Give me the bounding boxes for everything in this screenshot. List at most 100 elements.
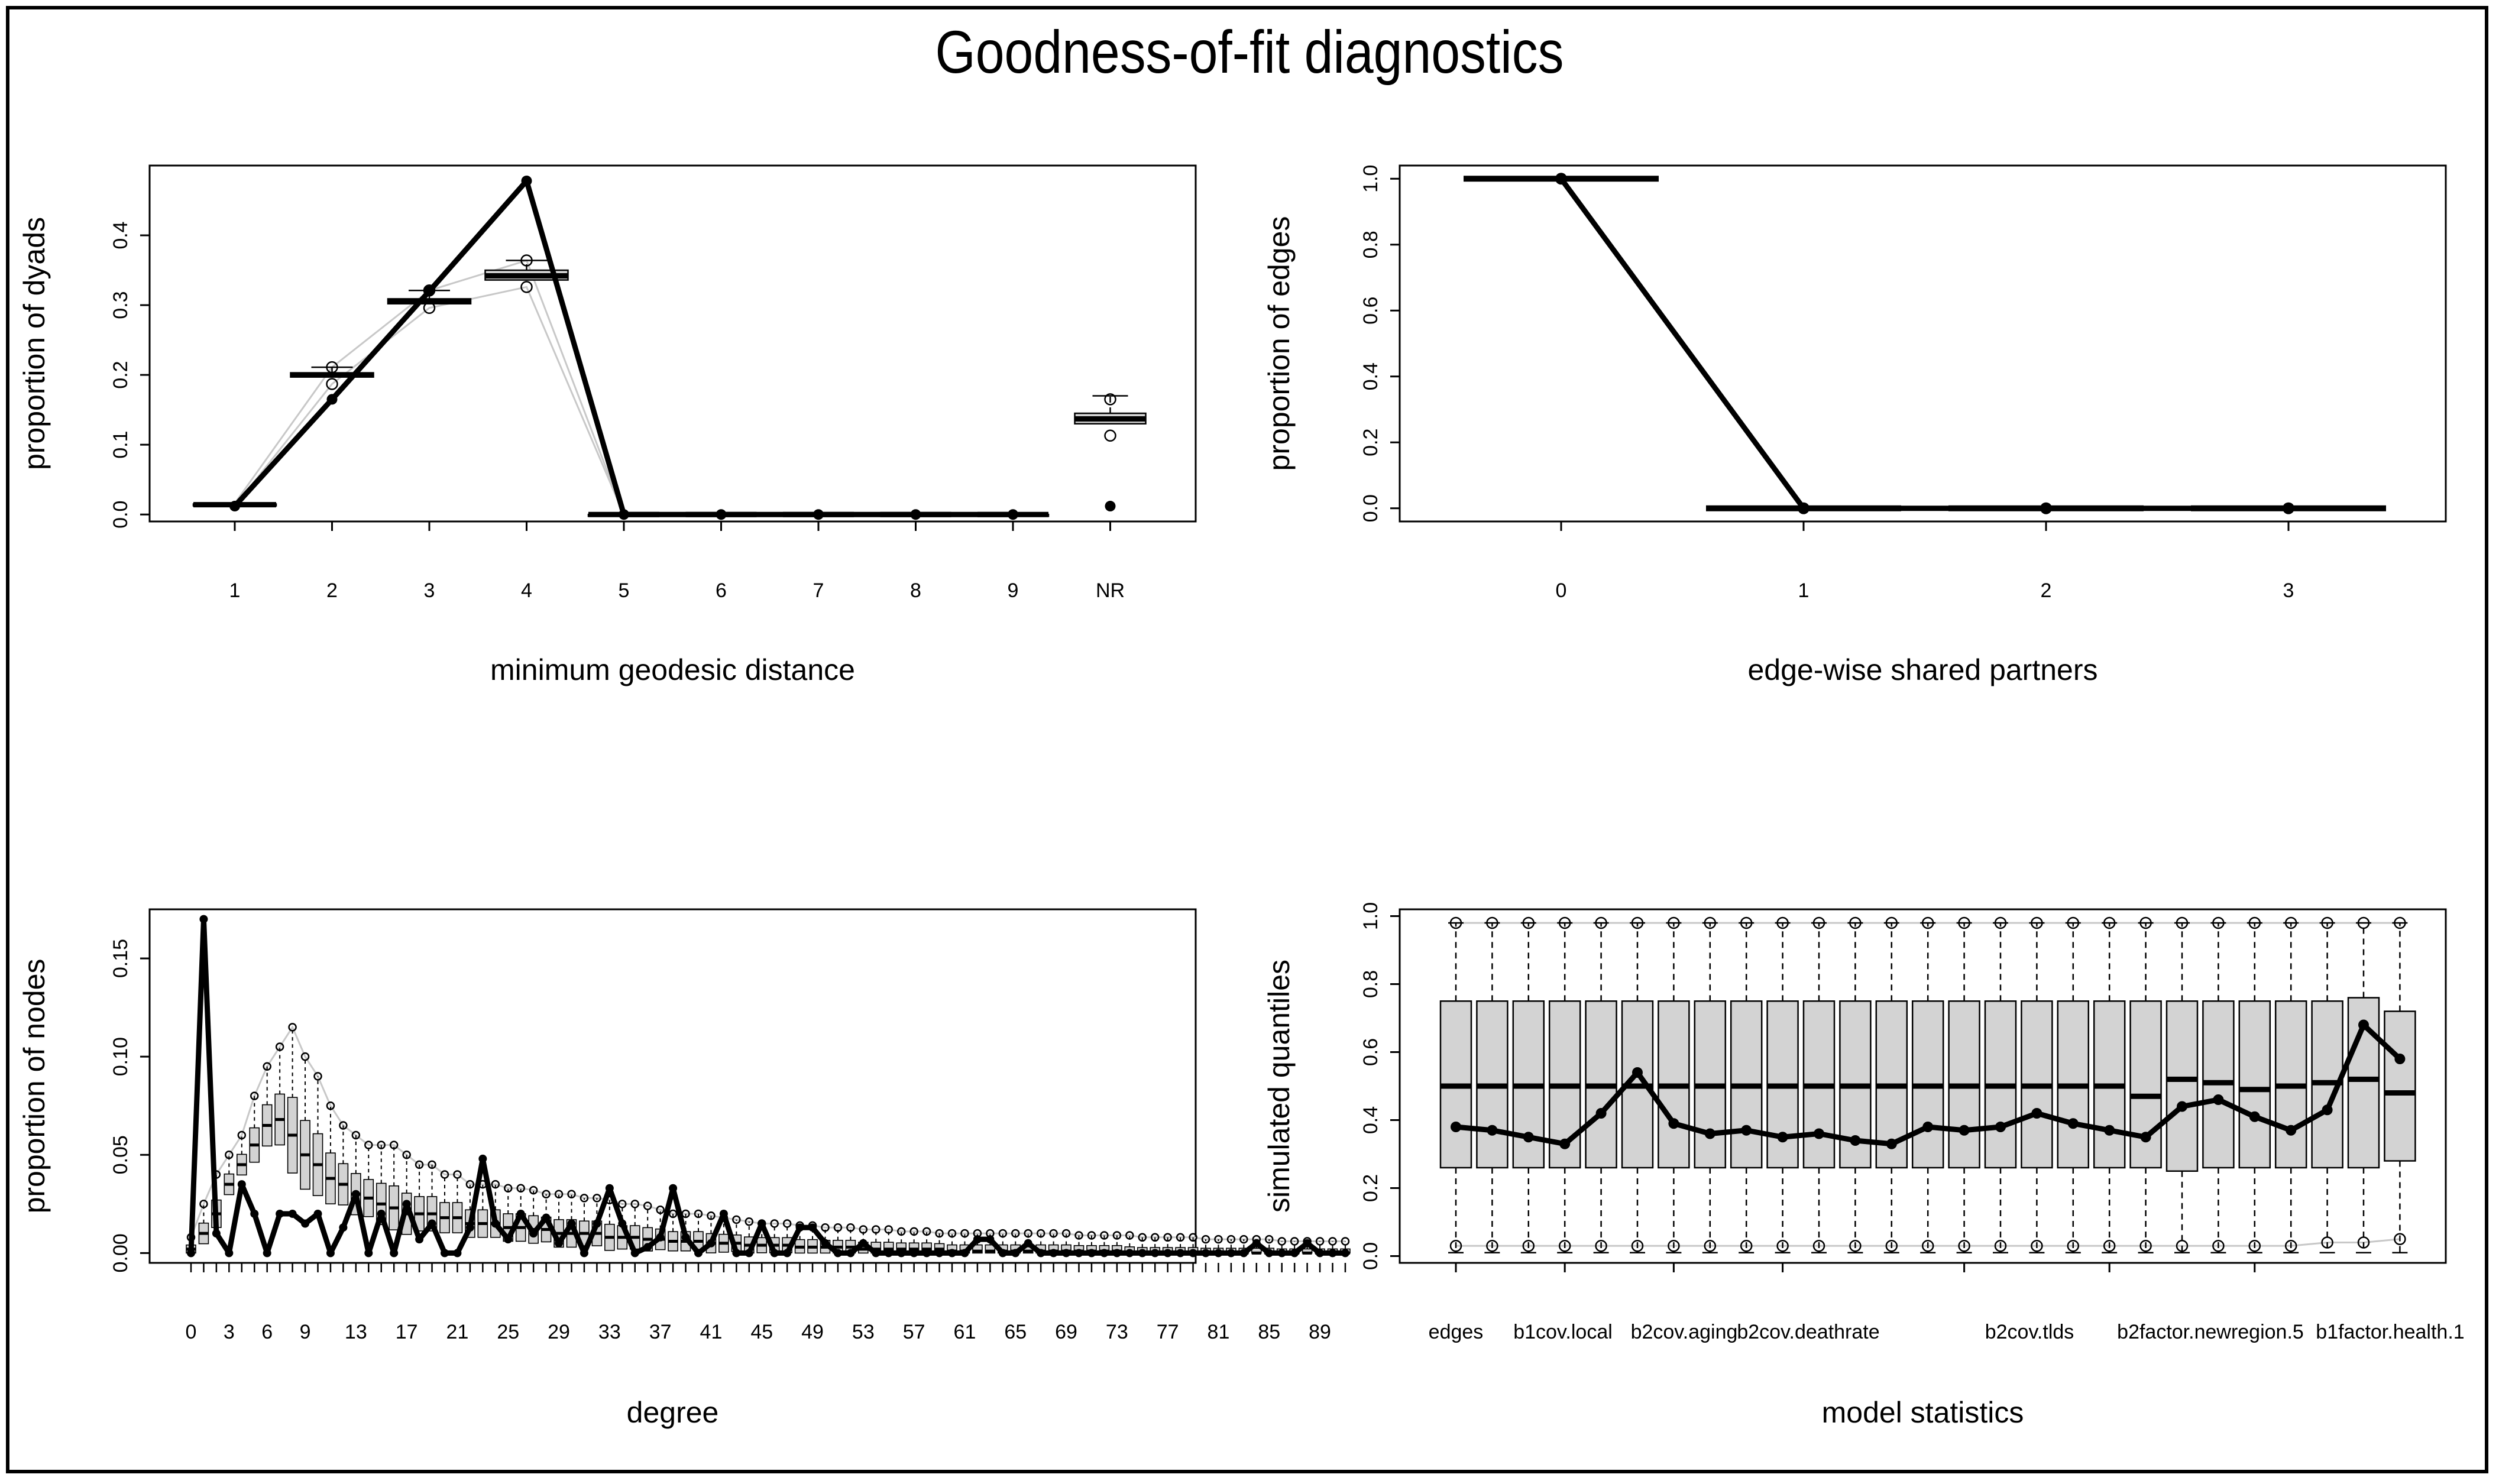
degree-xtick-label: 73 bbox=[1106, 1321, 1128, 1343]
degree-observed-point bbox=[719, 1209, 728, 1218]
degree-outlier bbox=[567, 1190, 576, 1198]
degree-observed-point bbox=[1151, 1249, 1160, 1258]
degree-sim-band-upper bbox=[190, 1025, 1345, 1242]
degree-outlier bbox=[1112, 1231, 1122, 1240]
degree-observed-point bbox=[1138, 1249, 1147, 1258]
degree-outlier bbox=[1036, 1229, 1045, 1238]
model-observed-point bbox=[1632, 1067, 1643, 1078]
model-y-axis-title: simulated quantiles bbox=[1263, 960, 1296, 1213]
esp-ytick-label: 0.2 bbox=[1359, 429, 1382, 456]
degree-outlier bbox=[428, 1160, 436, 1169]
degree-outlier bbox=[909, 1227, 918, 1236]
degree-observed-point bbox=[555, 1239, 564, 1248]
geodesic-outlier bbox=[520, 281, 533, 293]
degree-outlier bbox=[618, 1200, 627, 1208]
degree-ytick-label: 0.00 bbox=[109, 1233, 132, 1272]
degree-observed-point bbox=[1087, 1249, 1096, 1258]
degree-observed-point bbox=[669, 1184, 678, 1193]
geodesic-observed-point bbox=[229, 501, 240, 512]
model-xtick-label: b1factor.health.1 bbox=[2316, 1321, 2464, 1343]
degree-observed-point bbox=[630, 1249, 639, 1258]
model-outlier bbox=[2103, 916, 2116, 929]
model-outlier bbox=[1595, 916, 1607, 929]
degree-xtick-label: 89 bbox=[1309, 1321, 1331, 1343]
geodesic-ytick-label: 0.1 bbox=[109, 431, 132, 459]
model-observed-point bbox=[2322, 1104, 2333, 1116]
model-observed-point bbox=[1523, 1132, 1534, 1143]
degree-outlier bbox=[732, 1215, 741, 1224]
degree-outlier bbox=[630, 1200, 639, 1208]
degree-outlier bbox=[1277, 1237, 1286, 1246]
degree-observed-point bbox=[276, 1209, 284, 1218]
degree-outlier bbox=[1189, 1233, 1197, 1242]
model-outlier bbox=[1558, 1240, 1571, 1252]
degree-outlier bbox=[707, 1211, 716, 1220]
degree-outlier bbox=[351, 1130, 361, 1140]
model-outlier bbox=[1812, 916, 1825, 929]
model-observed-point bbox=[1814, 1128, 1824, 1139]
geodesic-xtick-label: 5 bbox=[619, 579, 630, 602]
model-outlier bbox=[2284, 916, 2297, 929]
geodesic-xtick-label: 3 bbox=[424, 579, 435, 602]
model-outlier bbox=[1921, 916, 1934, 929]
degree-outlier bbox=[1061, 1229, 1071, 1238]
degree-xtick-label: 0 bbox=[186, 1321, 197, 1343]
geodesic-xtick-label: 9 bbox=[1008, 579, 1019, 602]
model-ytick-label: 1.0 bbox=[1359, 902, 1382, 930]
degree-xtick-label: 6 bbox=[261, 1321, 273, 1343]
esp-ytick-label: 0.6 bbox=[1359, 297, 1382, 325]
model-outlier bbox=[1849, 916, 1862, 929]
degree-xtick-label: 37 bbox=[649, 1321, 672, 1343]
degree-y-axis-title: proportion of nodes bbox=[18, 959, 51, 1214]
model-outlier bbox=[1522, 916, 1535, 929]
degree-observed-point bbox=[1049, 1249, 1058, 1258]
degree-observed-point bbox=[225, 1249, 234, 1258]
esp-xtick-label: 3 bbox=[2283, 579, 2294, 602]
model-observed-point bbox=[1704, 1128, 1715, 1139]
degree-observed-point bbox=[1024, 1239, 1032, 1248]
model-xtick-label: b2cov.aging bbox=[1631, 1321, 1738, 1343]
degree-observed-point bbox=[770, 1249, 779, 1258]
geodesic-outlier bbox=[520, 254, 533, 267]
degree-observed-point bbox=[263, 1249, 271, 1258]
model-box bbox=[2129, 1000, 2162, 1169]
degree-outlier bbox=[453, 1170, 462, 1179]
degree-outlier bbox=[1265, 1234, 1274, 1244]
degree-xtick-label: 45 bbox=[750, 1321, 773, 1343]
model-outlier bbox=[2321, 916, 2333, 929]
degree-outlier bbox=[1150, 1233, 1160, 1242]
degree-observed-point bbox=[922, 1249, 931, 1258]
geodesic-xtick-label: 6 bbox=[716, 579, 727, 602]
degree-outlier bbox=[694, 1209, 703, 1219]
esp-x-axis-title: edge-wise shared partners bbox=[1748, 653, 2098, 686]
model-outlier bbox=[2103, 1240, 2116, 1252]
model-outlier bbox=[1486, 1240, 1498, 1252]
model-ytick-label: 0.2 bbox=[1359, 1174, 1382, 1202]
geodesic-observed-point bbox=[326, 394, 338, 405]
geodesic-xtick-label: 2 bbox=[326, 579, 338, 602]
degree-observed-point bbox=[732, 1249, 741, 1258]
degree-outlier bbox=[1176, 1233, 1185, 1242]
degree-outlier bbox=[554, 1190, 564, 1198]
degree-outlier bbox=[364, 1140, 373, 1149]
model-outlier bbox=[1668, 1240, 1680, 1252]
model-outlier bbox=[1740, 1240, 1753, 1252]
model-box bbox=[2384, 1010, 2416, 1162]
degree-observed-point bbox=[605, 1184, 614, 1193]
degree-observed-point bbox=[846, 1249, 855, 1258]
model-outlier bbox=[1994, 916, 2007, 929]
esp-xtick-label: 1 bbox=[1798, 579, 1809, 602]
model-outlier bbox=[1558, 916, 1571, 929]
model-ytick-label: 0.6 bbox=[1359, 1038, 1382, 1066]
degree-outlier bbox=[440, 1170, 449, 1179]
model-outlier bbox=[2248, 916, 2261, 929]
geodesic-xtick-label: 1 bbox=[229, 579, 241, 602]
degree-outlier bbox=[225, 1151, 234, 1159]
geodesic-y-axis-title: proportion of dyads bbox=[18, 217, 51, 470]
model-observed-point bbox=[1487, 1125, 1498, 1136]
model-outlier bbox=[1958, 916, 1970, 929]
model-outlier bbox=[1631, 916, 1644, 929]
degree-observed-point bbox=[935, 1249, 944, 1258]
degree-outlier bbox=[199, 1200, 208, 1208]
degree-observed-point bbox=[1226, 1249, 1235, 1258]
